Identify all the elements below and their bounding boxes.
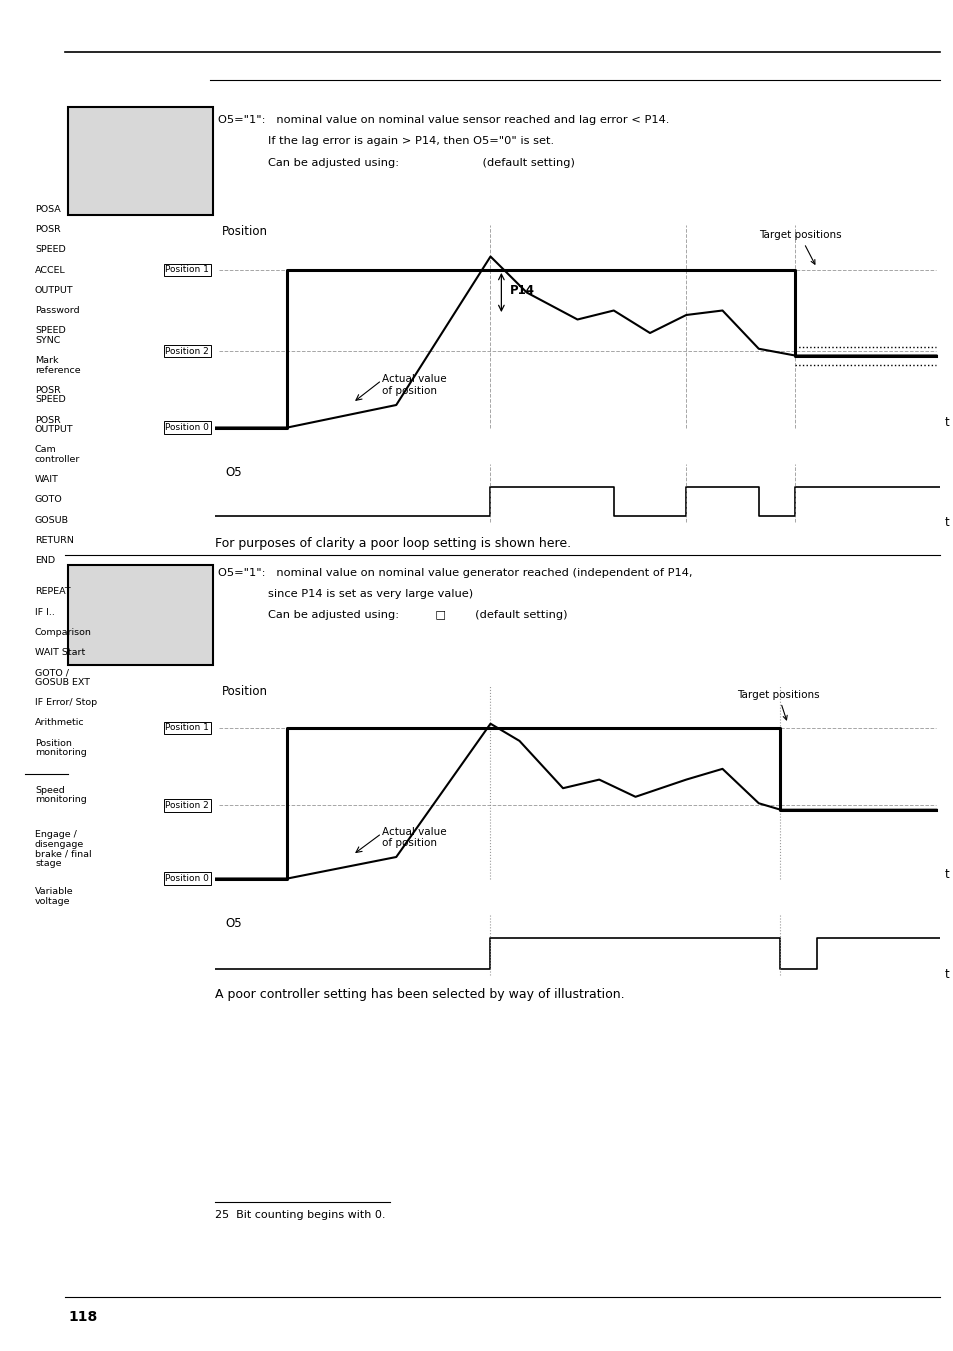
Text: Target positions: Target positions (737, 690, 819, 720)
Text: If the lag error is again > P14, then O5="0" is set.: If the lag error is again > P14, then O5… (268, 136, 554, 146)
Text: 25  Bit counting begins with 0.: 25 Bit counting begins with 0. (214, 1210, 385, 1220)
Text: since P14 is set as very large value): since P14 is set as very large value) (268, 589, 473, 598)
Text: Speed: Speed (35, 786, 65, 794)
Text: disengage: disengage (35, 840, 84, 848)
Text: POSR: POSR (35, 386, 61, 394)
Text: Can be adjusted using:                       (default setting): Can be adjusted using: (default setting) (268, 158, 575, 168)
Text: O5="1":   nominal value on nominal value sensor reached and lag error < P14.: O5="1": nominal value on nominal value s… (218, 115, 669, 126)
Text: Cam: Cam (35, 446, 56, 454)
Text: IF I..: IF I.. (35, 608, 55, 616)
Text: Actual value
of position: Actual value of position (381, 827, 446, 848)
Text: t: t (943, 969, 948, 981)
Text: POSA: POSA (35, 205, 61, 213)
Text: Engage /: Engage / (35, 831, 77, 839)
Text: POSR: POSR (35, 416, 61, 424)
Text: Position 1: Position 1 (165, 266, 209, 274)
Text: Position 1: Position 1 (165, 724, 209, 732)
Text: RETURN: RETURN (35, 536, 73, 544)
Text: OUTPUT: OUTPUT (35, 426, 73, 434)
Text: Mark: Mark (35, 357, 58, 365)
Text: Target positions: Target positions (758, 231, 841, 265)
Text: t: t (943, 516, 948, 528)
Text: GOTO /: GOTO / (35, 669, 69, 677)
Bar (68, 565, 213, 665)
Text: monitoring: monitoring (35, 796, 87, 804)
Text: GOTO: GOTO (35, 496, 63, 504)
Text: A poor controller setting has been selected by way of illustration.: A poor controller setting has been selec… (214, 988, 624, 1001)
Text: Position 2: Position 2 (165, 346, 209, 355)
Text: WAIT: WAIT (35, 476, 59, 484)
Text: Position: Position (222, 685, 268, 698)
Text: t: t (943, 416, 948, 430)
Text: Can be adjusted using:          □        (default setting): Can be adjusted using: □ (default settin… (268, 611, 567, 620)
Text: SPEED: SPEED (35, 327, 66, 335)
Text: O5: O5 (226, 466, 242, 480)
Text: END: END (35, 557, 55, 565)
Text: monitoring: monitoring (35, 748, 87, 757)
Text: O5: O5 (226, 917, 242, 929)
Text: stage: stage (35, 859, 61, 867)
Text: REPEAT: REPEAT (35, 588, 71, 596)
Text: Password: Password (35, 307, 79, 315)
Text: ACCEL: ACCEL (35, 266, 66, 274)
Text: Position 0: Position 0 (165, 423, 209, 432)
Text: reference: reference (35, 366, 81, 374)
Text: GOSUB: GOSUB (35, 516, 69, 524)
Text: Comparison: Comparison (35, 628, 91, 636)
Text: SPEED: SPEED (35, 246, 66, 254)
Text: t: t (943, 867, 948, 881)
Bar (68, 107, 213, 215)
Text: IF Error/ Stop: IF Error/ Stop (35, 698, 97, 707)
Text: Position 0: Position 0 (165, 874, 209, 884)
Text: WAIT Start: WAIT Start (35, 648, 85, 657)
Text: voltage: voltage (35, 897, 71, 905)
Text: SYNC: SYNC (35, 336, 60, 345)
Text: For purposes of clarity a poor loop setting is shown here.: For purposes of clarity a poor loop sett… (214, 536, 571, 550)
Text: POSR: POSR (35, 226, 61, 234)
Text: OUTPUT: OUTPUT (35, 286, 73, 295)
Text: Arithmetic: Arithmetic (35, 719, 85, 727)
Text: P14: P14 (510, 284, 535, 297)
Text: controller: controller (35, 455, 80, 463)
Text: Actual value
of position: Actual value of position (381, 374, 446, 396)
Text: 118: 118 (68, 1310, 97, 1324)
Text: GOSUB EXT: GOSUB EXT (35, 678, 90, 686)
Text: SPEED: SPEED (35, 396, 66, 404)
Text: Variable: Variable (35, 888, 73, 896)
Text: brake / final: brake / final (35, 850, 91, 858)
Text: Position: Position (222, 226, 268, 238)
Text: O5="1":   nominal value on nominal value generator reached (independent of P14,: O5="1": nominal value on nominal value g… (218, 567, 692, 578)
Text: Position: Position (35, 739, 71, 747)
Text: Position 2: Position 2 (165, 801, 209, 809)
